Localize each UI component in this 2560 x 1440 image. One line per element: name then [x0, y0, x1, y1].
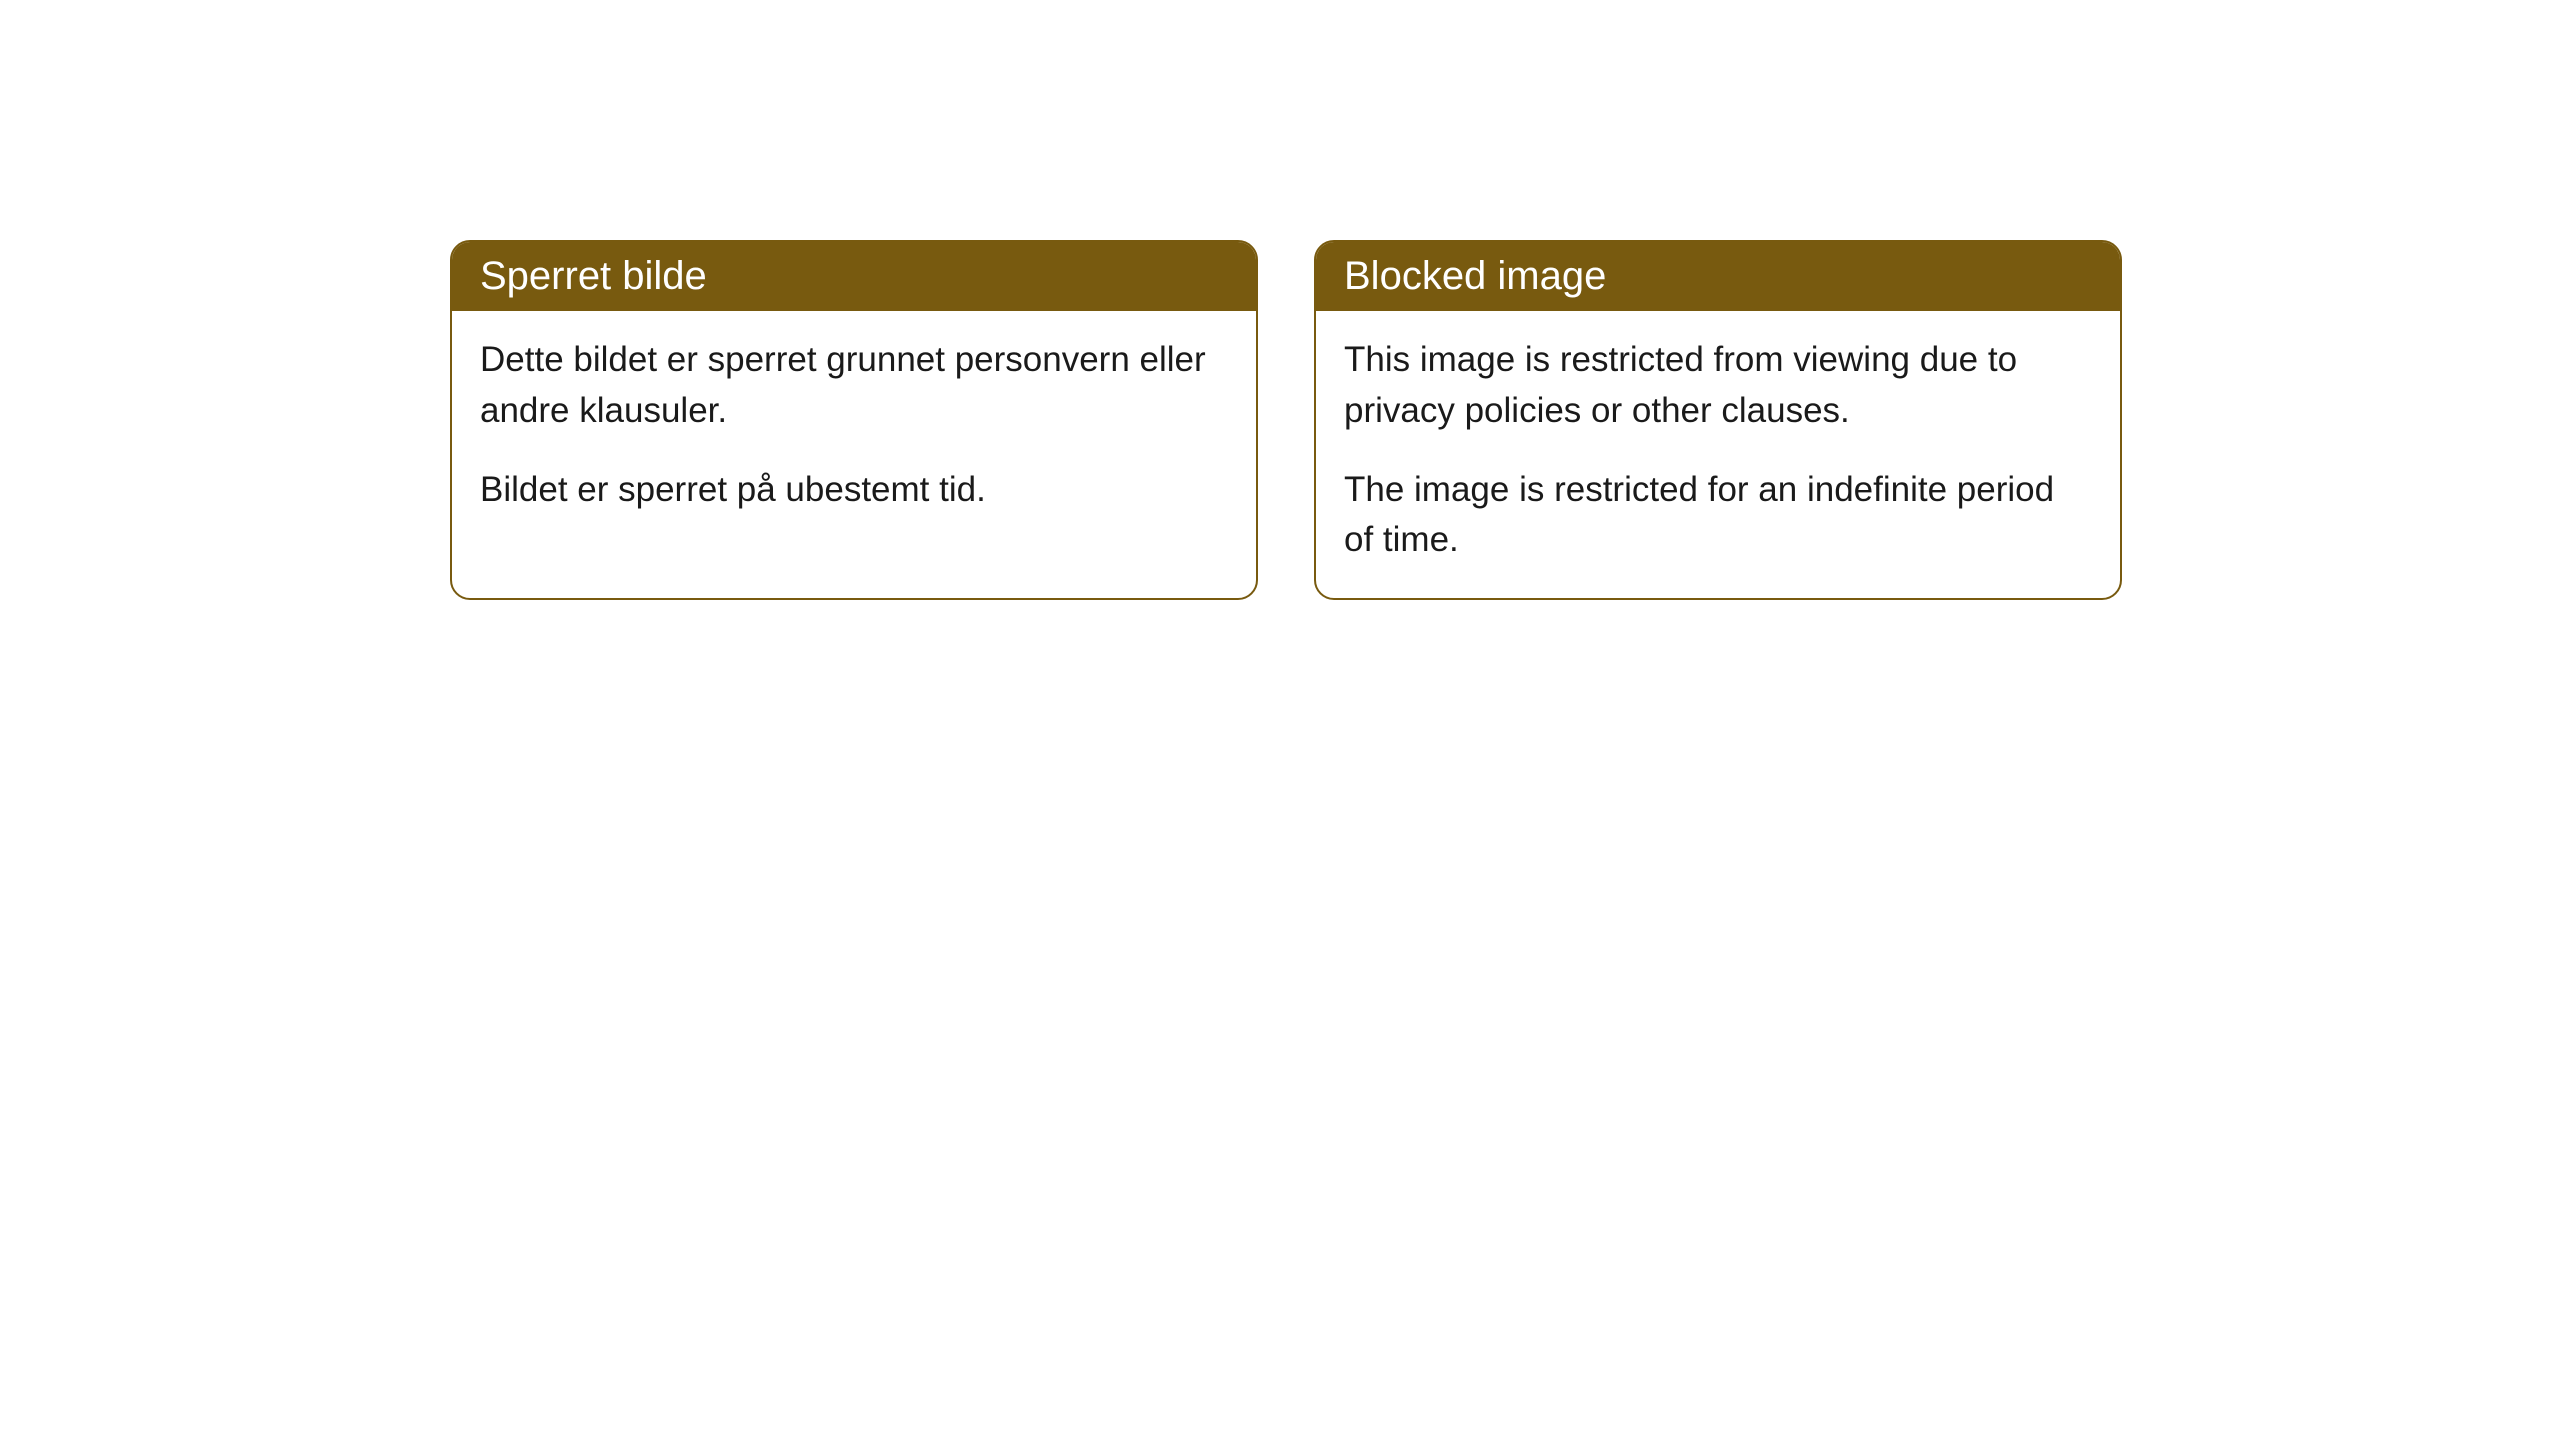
- card-body: Dette bildet er sperret grunnet personve…: [452, 311, 1256, 547]
- card-paragraph: The image is restricted for an indefinit…: [1344, 465, 2092, 567]
- card-paragraph: Dette bildet er sperret grunnet personve…: [480, 335, 1228, 437]
- blocked-image-card-norwegian: Sperret bilde Dette bildet er sperret gr…: [450, 240, 1258, 600]
- card-container: Sperret bilde Dette bildet er sperret gr…: [0, 0, 2560, 600]
- card-paragraph: This image is restricted from viewing du…: [1344, 335, 2092, 437]
- card-paragraph: Bildet er sperret på ubestemt tid.: [480, 465, 1228, 516]
- card-title: Sperret bilde: [452, 242, 1256, 311]
- card-title: Blocked image: [1316, 242, 2120, 311]
- card-body: This image is restricted from viewing du…: [1316, 311, 2120, 598]
- blocked-image-card-english: Blocked image This image is restricted f…: [1314, 240, 2122, 600]
